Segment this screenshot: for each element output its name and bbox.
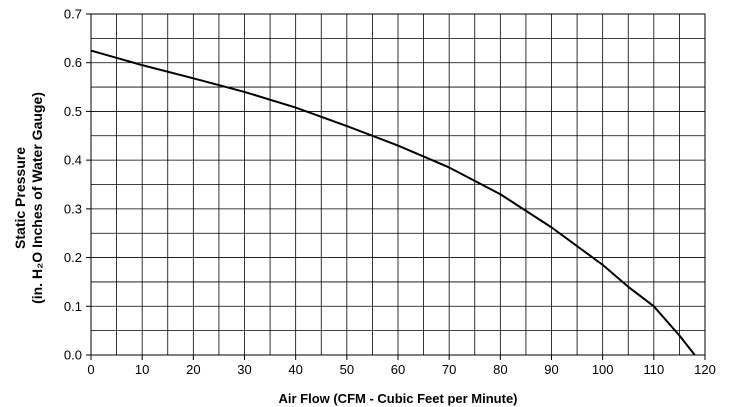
y-axis-title: Static Pressure (in. H₂O Inches of Water… — [12, 92, 45, 304]
x-tick-label: 70 — [442, 362, 456, 377]
x-tick-label: 110 — [643, 362, 664, 377]
x-tick-label: 80 — [493, 362, 507, 377]
y-tick-label: 0.1 — [64, 299, 82, 314]
x-axis: 0 10 20 30 40 50 60 70 80 90 100 110 120 — [87, 355, 716, 377]
y-axis-title-line-1: Static Pressure — [12, 147, 28, 249]
x-tick-label: 60 — [391, 362, 405, 377]
y-tick-label: 0.6 — [64, 55, 82, 70]
x-tick-label: 100 — [592, 362, 614, 377]
x-tick-label: 120 — [694, 362, 716, 377]
x-tick-label: 40 — [288, 362, 302, 377]
x-tick-label: 30 — [237, 362, 251, 377]
y-axis-title-line-2: (in. H₂O Inches of Water Gauge) — [29, 92, 45, 304]
x-tick-label: 90 — [544, 362, 558, 377]
x-tick-label: 50 — [340, 362, 354, 377]
x-tick-label: 10 — [135, 362, 149, 377]
x-tick-label: 0 — [87, 362, 94, 377]
x-axis-title: Air Flow (CFM - Cubic Feet per Minute) — [278, 391, 517, 406]
y-tick-label: 0.3 — [64, 201, 82, 216]
series-group — [90, 49, 696, 356]
series-line — [90, 49, 696, 356]
y-axis: 0.0 0.1 0.2 0.3 0.4 0.5 0.6 0.7 — [64, 7, 91, 363]
y-tick-label: 0.5 — [64, 104, 82, 119]
y-tick-label: 0.2 — [64, 250, 82, 265]
y-tick-label: 0.0 — [64, 348, 82, 363]
x-tick-label: 20 — [186, 362, 200, 377]
y-tick-label: 0.7 — [64, 7, 82, 22]
y-tick-label: 0.4 — [64, 153, 82, 168]
grid-lines — [91, 14, 705, 355]
